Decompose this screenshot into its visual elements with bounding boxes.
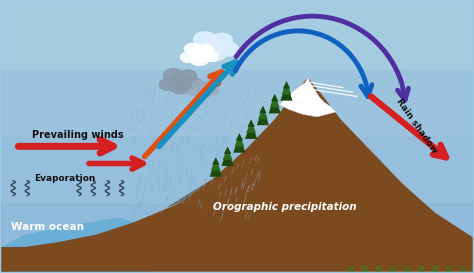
Polygon shape <box>221 149 234 166</box>
Polygon shape <box>269 96 281 113</box>
Polygon shape <box>259 106 266 113</box>
Ellipse shape <box>184 43 201 54</box>
Text: Prevailing winds: Prevailing winds <box>32 130 124 140</box>
Polygon shape <box>245 122 257 139</box>
Ellipse shape <box>203 81 215 89</box>
Bar <box>1 136 473 204</box>
Polygon shape <box>166 78 308 208</box>
Ellipse shape <box>170 81 191 94</box>
Polygon shape <box>212 157 219 165</box>
Ellipse shape <box>169 75 191 90</box>
Polygon shape <box>236 133 243 141</box>
Text: Warm ocean: Warm ocean <box>11 222 84 232</box>
Bar <box>1 1 473 69</box>
Polygon shape <box>257 108 269 125</box>
Polygon shape <box>246 121 256 133</box>
Ellipse shape <box>181 52 195 63</box>
Polygon shape <box>235 134 244 147</box>
Ellipse shape <box>159 79 176 90</box>
Bar <box>1 204 473 272</box>
Text: Rain shadow: Rain shadow <box>395 97 439 155</box>
Polygon shape <box>1 245 152 272</box>
Ellipse shape <box>211 33 232 47</box>
Ellipse shape <box>219 42 238 56</box>
Ellipse shape <box>201 47 226 61</box>
Ellipse shape <box>198 44 213 55</box>
Polygon shape <box>211 158 221 171</box>
Ellipse shape <box>190 48 209 63</box>
Polygon shape <box>258 107 268 119</box>
Polygon shape <box>271 94 278 101</box>
Polygon shape <box>280 84 292 101</box>
Ellipse shape <box>189 44 208 57</box>
Polygon shape <box>270 95 280 107</box>
Polygon shape <box>224 146 231 154</box>
Polygon shape <box>247 119 255 127</box>
Polygon shape <box>279 78 336 117</box>
Polygon shape <box>282 82 292 95</box>
Polygon shape <box>210 160 222 177</box>
Ellipse shape <box>207 86 219 94</box>
Text: Orographic precipitation: Orographic precipitation <box>213 202 357 212</box>
Ellipse shape <box>192 80 206 89</box>
Ellipse shape <box>179 70 197 82</box>
Polygon shape <box>1 78 473 272</box>
Ellipse shape <box>197 89 211 98</box>
Ellipse shape <box>190 54 209 65</box>
Polygon shape <box>233 135 246 153</box>
Polygon shape <box>283 81 290 89</box>
Ellipse shape <box>201 39 227 57</box>
Ellipse shape <box>194 32 216 47</box>
Bar <box>1 69 473 136</box>
Ellipse shape <box>196 84 212 96</box>
Polygon shape <box>223 148 232 160</box>
Polygon shape <box>1 218 152 272</box>
Ellipse shape <box>185 78 201 89</box>
Ellipse shape <box>189 87 201 96</box>
Ellipse shape <box>164 69 183 81</box>
Ellipse shape <box>203 51 218 61</box>
Text: Evaporation: Evaporation <box>35 174 96 183</box>
